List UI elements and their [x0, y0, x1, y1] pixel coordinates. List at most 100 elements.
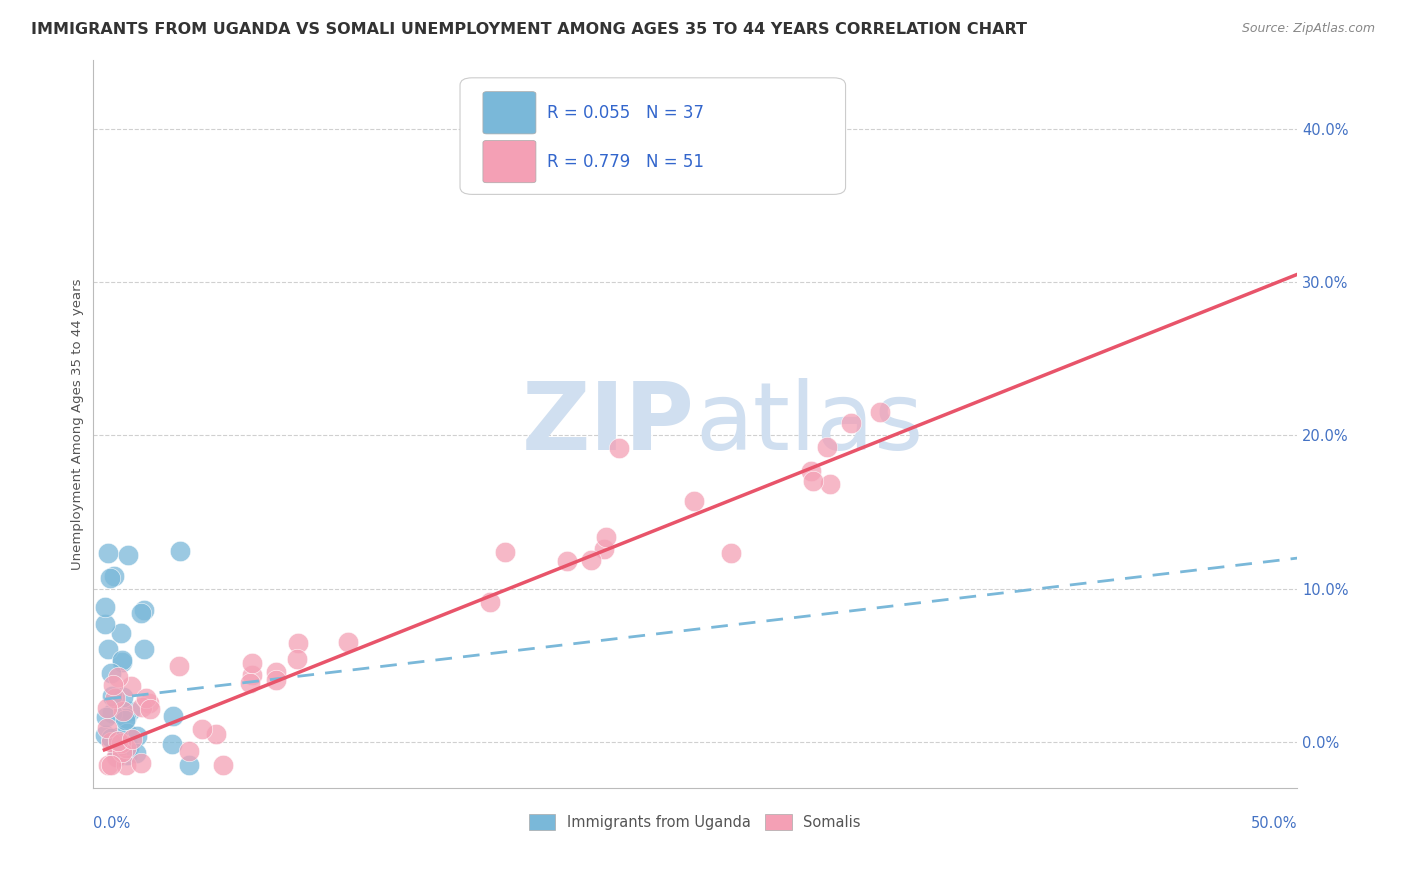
Point [800, 464, 823, 478]
Text: atlas: atlas [695, 378, 924, 470]
Point [239, 675, 262, 690]
Point [100, 758, 122, 772]
Point [111, 653, 134, 667]
Point [108, 732, 131, 747]
Point [132, 603, 155, 617]
Point [94, 617, 117, 632]
Point [103, 678, 125, 692]
Point [592, 542, 614, 557]
Point [135, 691, 157, 706]
Point [818, 477, 841, 491]
Point [169, 543, 191, 558]
Point [107, 734, 129, 748]
Point [212, 758, 235, 772]
Point [285, 652, 308, 666]
Point [240, 668, 263, 682]
Point [479, 595, 502, 609]
Point [118, 739, 141, 754]
Point [815, 440, 838, 454]
Point [96, 721, 118, 735]
Point [110, 626, 132, 640]
Point [114, 740, 136, 755]
FancyBboxPatch shape [482, 140, 536, 183]
Point [581, 553, 603, 567]
Point [167, 659, 190, 673]
Point [841, 416, 863, 430]
Point [98, 571, 121, 585]
Point [801, 475, 824, 489]
Point [131, 756, 153, 770]
Legend: Immigrants from Uganda, Somalis: Immigrants from Uganda, Somalis [523, 808, 866, 836]
Point [94, 728, 117, 742]
FancyBboxPatch shape [482, 92, 536, 134]
Point [107, 730, 129, 744]
Point [100, 734, 122, 748]
Point [97, 758, 120, 772]
Point [114, 713, 136, 727]
Point [869, 405, 891, 419]
Point [179, 757, 201, 772]
Y-axis label: Unemployment Among Ages 35 to 44 years: Unemployment Among Ages 35 to 44 years [72, 278, 84, 570]
Point [264, 665, 287, 680]
Point [595, 530, 617, 544]
Point [190, 722, 212, 736]
Point [127, 729, 149, 743]
Point [162, 737, 184, 751]
Point [111, 655, 134, 669]
Point [100, 731, 122, 745]
Point [117, 548, 139, 562]
FancyBboxPatch shape [460, 78, 845, 194]
Point [112, 690, 135, 704]
Point [205, 727, 228, 741]
Point [120, 704, 142, 718]
Point [120, 680, 142, 694]
Point [555, 554, 578, 568]
Point [177, 744, 200, 758]
Text: R = 0.055   N = 37: R = 0.055 N = 37 [547, 103, 704, 122]
Text: IMMIGRANTS FROM UGANDA VS SOMALI UNEMPLOYMENT AMONG AGES 35 TO 44 YEARS CORRELAT: IMMIGRANTS FROM UGANDA VS SOMALI UNEMPLO… [31, 22, 1026, 37]
Point [112, 739, 135, 753]
Point [97, 641, 120, 656]
Point [112, 738, 135, 752]
Point [112, 704, 135, 718]
Point [111, 745, 134, 759]
Point [121, 731, 143, 746]
Text: 0.0%: 0.0% [93, 816, 129, 830]
Point [101, 706, 124, 720]
Point [162, 709, 184, 723]
Point [115, 711, 138, 725]
Point [96, 701, 118, 715]
Text: ZIP: ZIP [522, 378, 695, 470]
Point [115, 747, 138, 762]
Point [103, 569, 125, 583]
Point [125, 747, 148, 761]
Point [97, 546, 120, 560]
Point [287, 636, 309, 650]
Point [138, 696, 160, 710]
Text: R = 0.779   N = 51: R = 0.779 N = 51 [547, 153, 704, 170]
Point [609, 441, 631, 455]
Text: Source: ZipAtlas.com: Source: ZipAtlas.com [1241, 22, 1375, 36]
Point [131, 700, 153, 714]
Point [139, 702, 162, 716]
Point [104, 691, 127, 706]
Point [683, 494, 706, 508]
Point [240, 656, 263, 670]
Point [100, 665, 122, 680]
Point [96, 710, 118, 724]
Point [110, 736, 132, 750]
Point [336, 635, 359, 649]
Point [494, 544, 516, 558]
Point [105, 749, 128, 764]
Point [720, 545, 742, 559]
Point [115, 726, 138, 740]
Point [132, 641, 155, 656]
Point [264, 673, 287, 687]
Point [107, 670, 129, 684]
Text: 50.0%: 50.0% [1251, 816, 1298, 830]
Point [115, 758, 138, 772]
Point [105, 750, 128, 764]
Point [101, 690, 124, 704]
Point [94, 600, 117, 615]
Point [129, 607, 152, 621]
